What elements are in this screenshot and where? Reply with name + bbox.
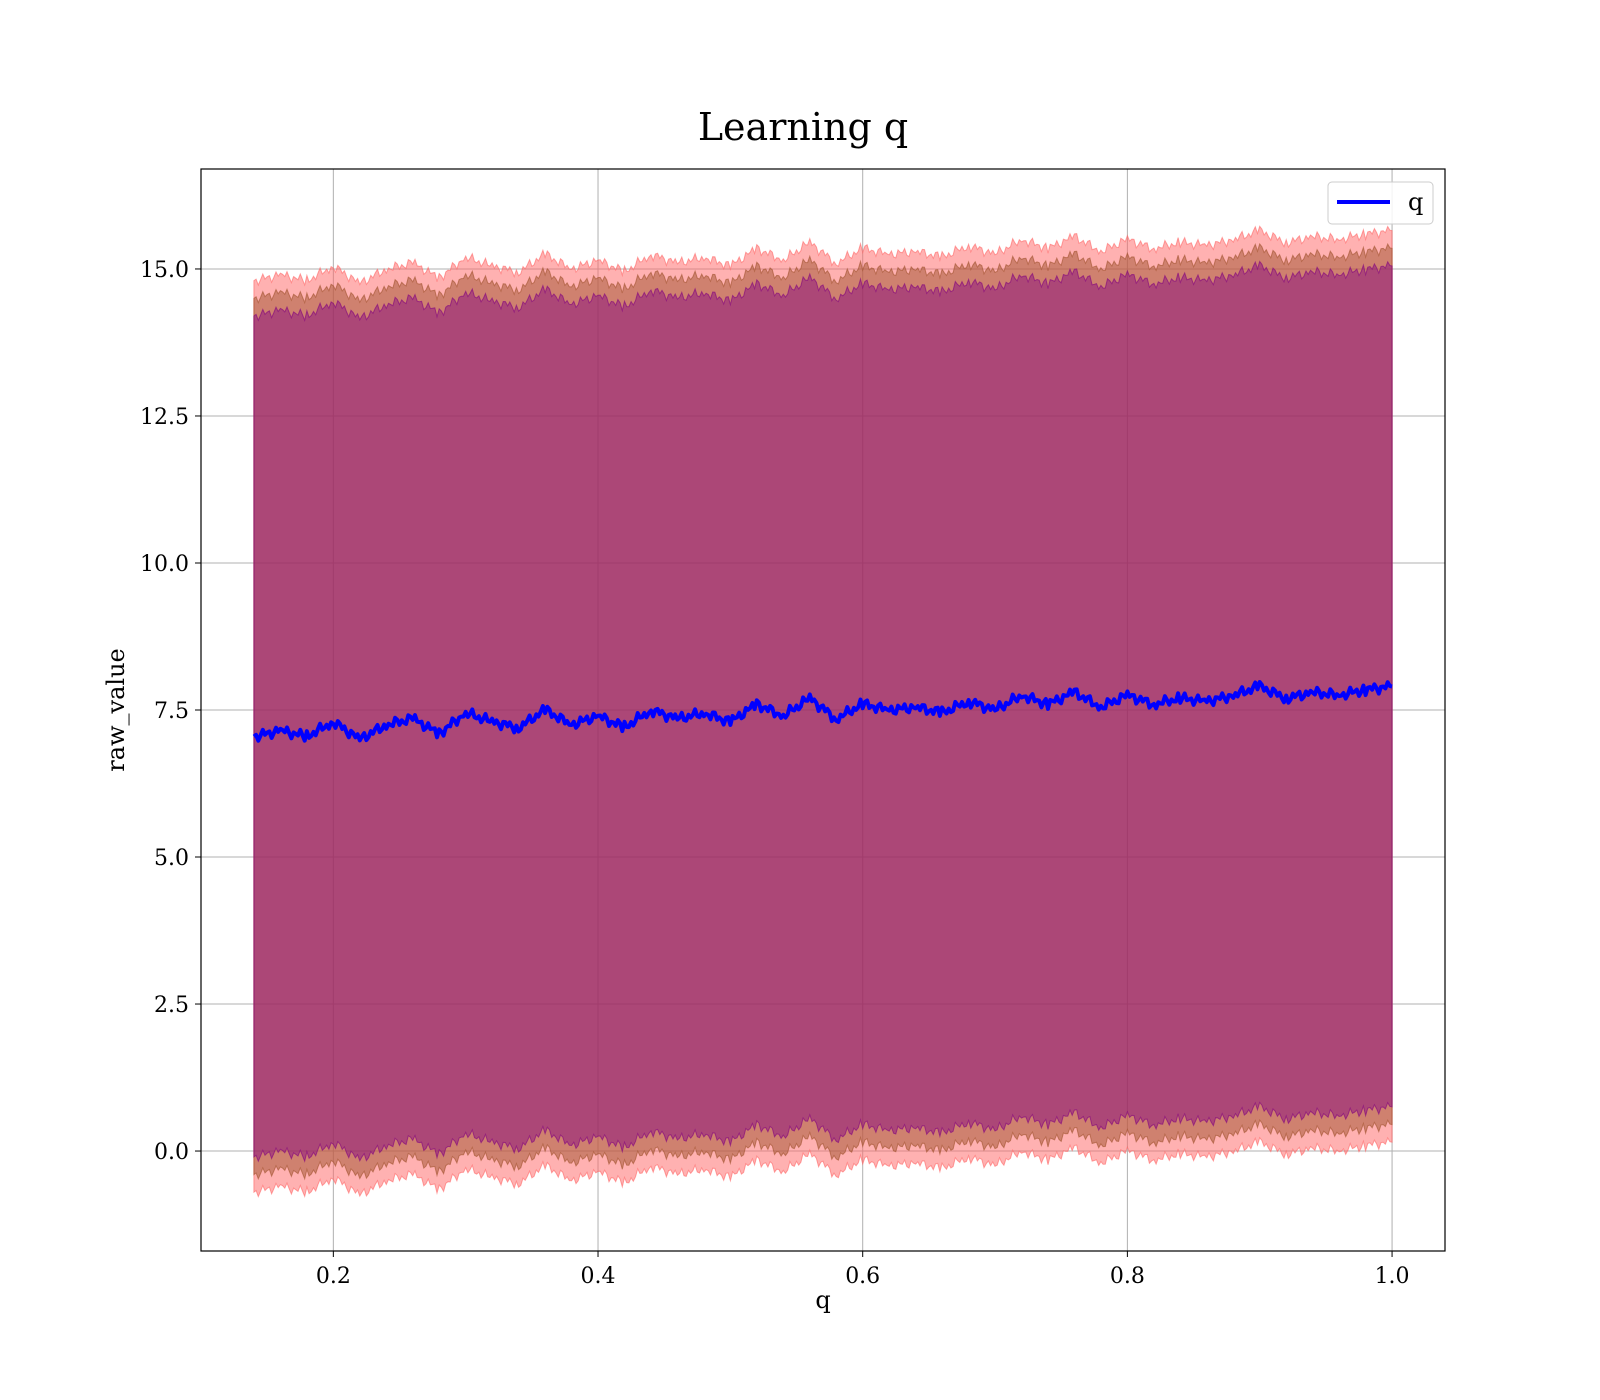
series-line-q [252, 680, 1393, 743]
y-axis-ticks: 0.0 2.5 5.0 7.5 10.0 12.5 15.0 [140, 258, 201, 1165]
x-tick-label: 0.8 [1110, 1264, 1145, 1289]
x-axis-ticks: 0.2 0.4 0.6 0.8 1.0 [316, 1251, 1410, 1289]
chart-title: Learning q [698, 105, 908, 149]
y-tick-label: 5.0 [154, 846, 189, 871]
x-axis-label: q [815, 1286, 830, 1314]
x-tick-label: 1.0 [1375, 1264, 1410, 1289]
y-tick-label: 10.0 [140, 552, 189, 577]
y-tick-label: 2.5 [154, 993, 189, 1018]
x-tick-label: 0.4 [581, 1264, 616, 1289]
y-tick-label: 12.5 [140, 405, 189, 430]
confidence-band-2 [253, 242, 1393, 1181]
x-tick-label: 0.6 [845, 1264, 880, 1289]
confidence-bands [253, 225, 1393, 1199]
y-tick-label: 15.0 [140, 258, 189, 283]
legend-entry-q: q [1408, 188, 1423, 216]
legend[interactable]: q [1327, 181, 1434, 225]
x-tick-label: 0.2 [316, 1264, 351, 1289]
series-lines [252, 680, 1393, 743]
confidence-band-3 [253, 260, 1393, 1163]
y-tick-label: 7.5 [154, 699, 189, 724]
y-tick-label: 0.0 [154, 1140, 189, 1165]
y-axis-label: raw_value [102, 648, 130, 772]
